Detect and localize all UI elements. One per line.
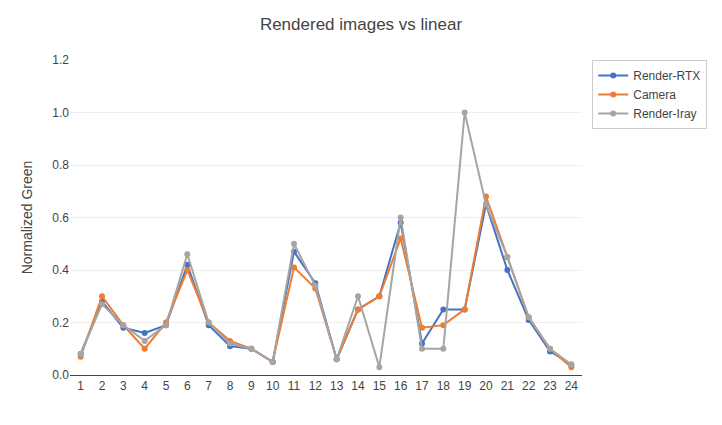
svg-text:18: 18 bbox=[437, 379, 451, 393]
svg-text:14: 14 bbox=[351, 379, 365, 393]
svg-text:Rendered images vs linear: Rendered images vs linear bbox=[260, 15, 463, 34]
svg-text:12: 12 bbox=[309, 379, 323, 393]
svg-text:23: 23 bbox=[543, 379, 557, 393]
svg-text:7: 7 bbox=[205, 379, 212, 393]
svg-text:9: 9 bbox=[248, 379, 255, 393]
svg-text:0.0: 0.0 bbox=[52, 368, 69, 382]
svg-text:22: 22 bbox=[522, 379, 536, 393]
svg-text:6: 6 bbox=[184, 379, 191, 393]
svg-text:16: 16 bbox=[394, 379, 408, 393]
svg-text:21: 21 bbox=[501, 379, 515, 393]
svg-text:0.4: 0.4 bbox=[52, 263, 69, 277]
svg-text:11: 11 bbox=[288, 379, 301, 393]
svg-text:10: 10 bbox=[266, 379, 280, 393]
svg-text:24: 24 bbox=[565, 379, 579, 393]
svg-text:0.8: 0.8 bbox=[52, 158, 69, 172]
svg-text:17: 17 bbox=[415, 379, 429, 393]
svg-text:Normalized Green: Normalized Green bbox=[19, 161, 35, 275]
svg-text:3: 3 bbox=[120, 379, 127, 393]
svg-text:4: 4 bbox=[141, 379, 148, 393]
svg-text:Camera: Camera bbox=[633, 88, 676, 102]
svg-text:13: 13 bbox=[330, 379, 344, 393]
svg-text:2: 2 bbox=[99, 379, 106, 393]
svg-text:0.2: 0.2 bbox=[52, 316, 69, 330]
svg-text:19: 19 bbox=[458, 379, 472, 393]
svg-text:1: 1 bbox=[77, 379, 84, 393]
svg-text:8: 8 bbox=[227, 379, 234, 393]
svg-text:1.0: 1.0 bbox=[52, 106, 69, 120]
svg-text:15: 15 bbox=[373, 379, 387, 393]
svg-text:20: 20 bbox=[479, 379, 493, 393]
svg-text:1.2: 1.2 bbox=[52, 53, 69, 67]
svg-text:0.6: 0.6 bbox=[52, 211, 69, 225]
svg-text:5: 5 bbox=[163, 379, 170, 393]
svg-text:Render-Iray: Render-Iray bbox=[633, 107, 696, 121]
svg-text:Render-RTX: Render-RTX bbox=[633, 69, 700, 83]
